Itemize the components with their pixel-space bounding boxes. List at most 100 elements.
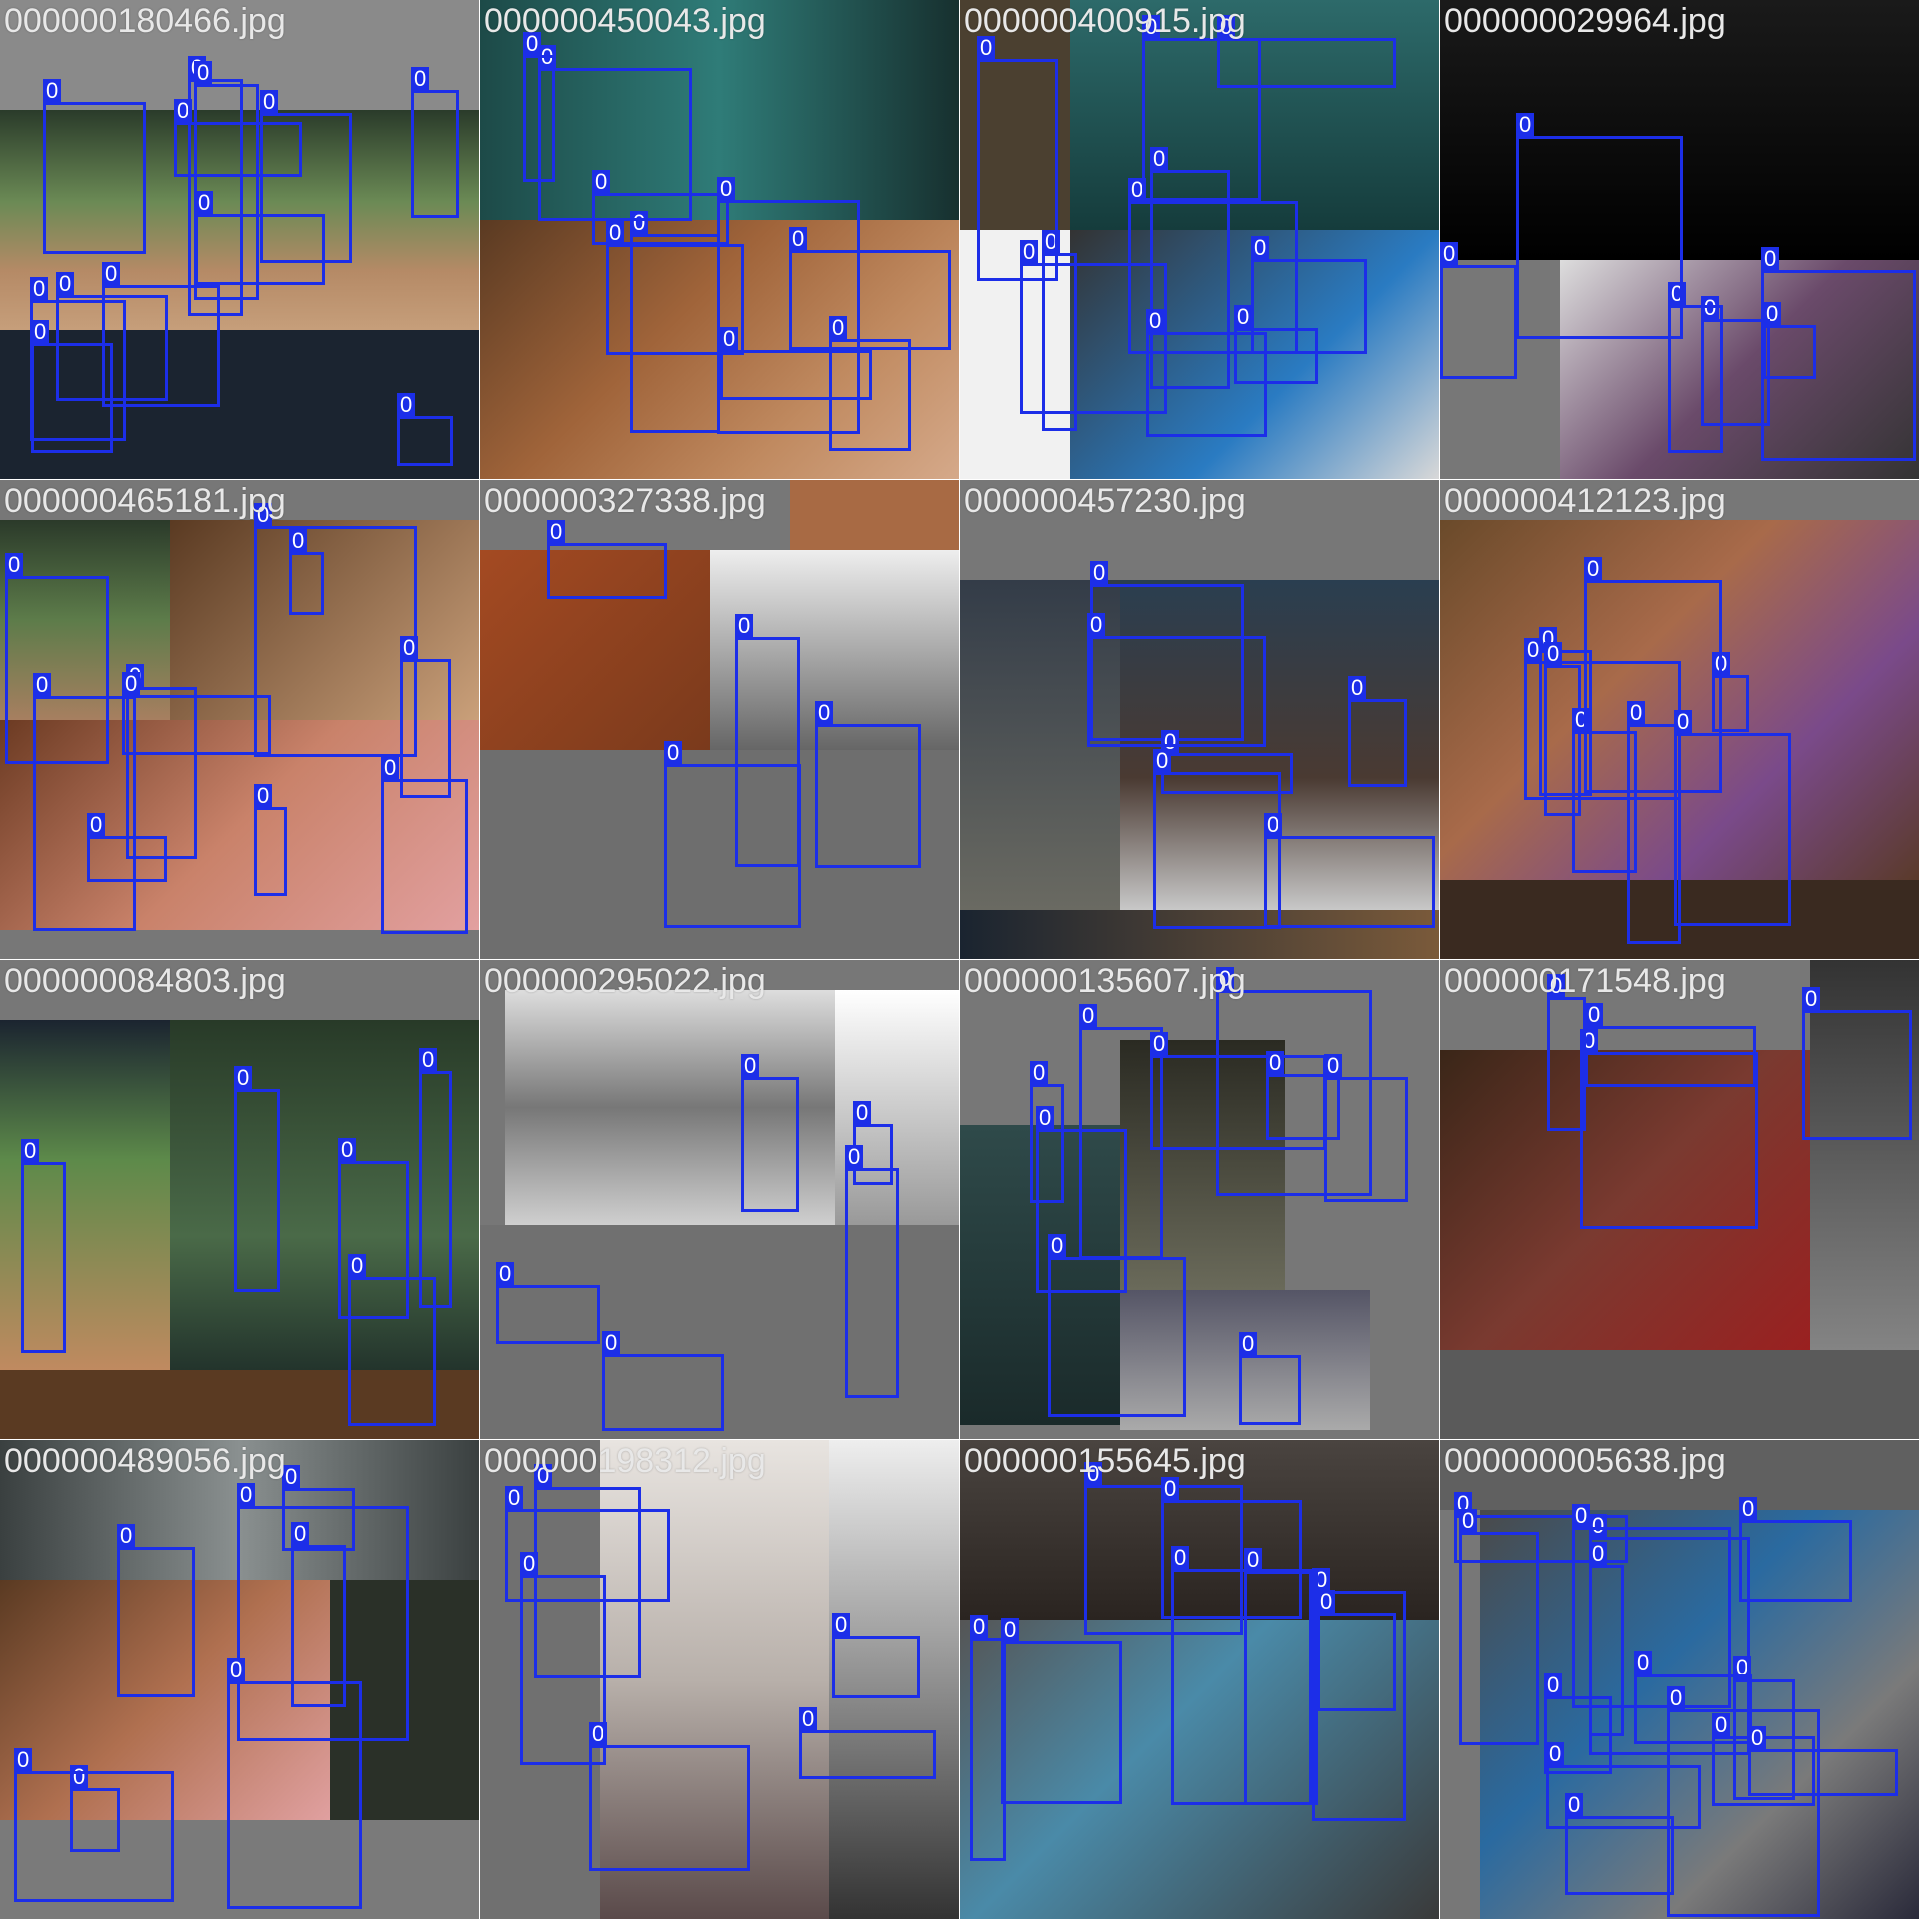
detection-box: 0 (1264, 813, 1435, 928)
detection-box: 0 (31, 320, 113, 453)
detection-box: 0 (1030, 1061, 1064, 1203)
tile-filename: 000000465181.jpg (4, 482, 286, 520)
tile-filename: 000000084803.jpg (4, 962, 286, 1000)
detection-box: 0 (735, 614, 800, 867)
image-region (480, 1225, 959, 1439)
class-label: 0 (194, 61, 213, 85)
detection-box: 0 (1153, 749, 1281, 929)
detection-box: 0 (289, 529, 324, 615)
class-label: 0 (829, 316, 848, 340)
detection-box: 0 (720, 327, 872, 400)
class-label: 0 (254, 784, 273, 808)
class-label: 0 (1161, 1477, 1180, 1501)
class-label: 0 (1087, 613, 1106, 637)
detection-box: 0 (1150, 147, 1230, 389)
detection-box: 0 (1239, 1332, 1301, 1425)
image-region (960, 1620, 1439, 1919)
detection-box: 0 (520, 1552, 606, 1765)
class-label: 0 (592, 170, 611, 194)
class-label: 0 (1030, 1061, 1049, 1085)
class-label: 0 (1802, 987, 1821, 1011)
detection-box: 0 (254, 784, 287, 896)
detection-box: 0 (1459, 1509, 1539, 1745)
class-label: 0 (1589, 1542, 1608, 1566)
class-label: 0 (1565, 1793, 1584, 1817)
image-region (0, 1370, 479, 1439)
detection-box: 0 (1020, 240, 1167, 414)
detection-box: 0 (1546, 1742, 1701, 1829)
detection-box: 0 (1079, 1004, 1163, 1259)
mosaic-tile: 000000295022.jpg 0 0 0 0 0 (480, 960, 959, 1439)
class-label: 0 (1217, 15, 1236, 39)
mosaic-tile: 000000084803.jpg 0 0 0 0 0 (0, 960, 479, 1439)
detection-box: 0 (1244, 1548, 1318, 1805)
detection-box: 0 (174, 99, 302, 177)
class-label: 0 (1266, 1051, 1285, 1075)
mosaic-tile: 000000450043.jpg 0 0 0 0 0 0 0 0 0 (480, 0, 959, 479)
detection-box: 0 (1547, 974, 1586, 1131)
class-label: 0 (1150, 147, 1169, 171)
class-label: 0 (21, 1139, 40, 1163)
detection-box: 0 (234, 1066, 280, 1292)
tile-filename: 000000327338.jpg (484, 482, 766, 520)
class-label: 0 (1020, 240, 1039, 264)
image-region (1440, 260, 1560, 479)
image-region (480, 550, 710, 750)
image-region (0, 1580, 330, 1820)
class-label: 0 (1547, 974, 1566, 998)
detection-box: 0 (523, 32, 555, 182)
detection-box: 0 (291, 1522, 346, 1707)
class-label: 0 (1142, 15, 1161, 39)
detection-box: 0 (5, 553, 109, 764)
detection-box: 0 (1572, 1504, 1731, 1708)
class-label: 0 (260, 90, 279, 114)
detection-box: 0 (1585, 1003, 1756, 1087)
detection-box: 0 (419, 1048, 452, 1308)
detection-box: 0 (1516, 113, 1683, 339)
detection-box: 0 (589, 1722, 750, 1871)
image-region (1560, 260, 1919, 479)
class-label: 0 (547, 520, 566, 544)
class-label: 0 (799, 1707, 818, 1731)
class-label: 0 (411, 67, 430, 91)
detection-box: 0 (845, 1145, 899, 1398)
image-region (505, 990, 835, 1225)
class-label: 0 (1634, 1651, 1653, 1675)
detection-box: 0 (1317, 1590, 1396, 1711)
detection-box: 0 (1266, 1051, 1340, 1140)
detection-box: 0 (87, 813, 167, 882)
mosaic-tile: 000000171548.jpg 0 0 0 0 (1440, 960, 1919, 1439)
detection-box: 0 (397, 393, 453, 466)
detection-box: 0 (117, 1524, 195, 1697)
class-label: 0 (1084, 1462, 1103, 1486)
class-label: 0 (117, 1524, 136, 1548)
class-label: 0 (1524, 638, 1543, 662)
class-label: 0 (1516, 113, 1535, 137)
class-label: 0 (1348, 676, 1367, 700)
class-label: 0 (606, 221, 625, 245)
detection-box: 0 (1748, 1726, 1898, 1796)
detection-box: 0 (1739, 1497, 1852, 1602)
tile-filename: 000000171548.jpg (1444, 962, 1726, 1000)
class-label: 0 (195, 191, 214, 215)
detection-box: 0 (1171, 1546, 1312, 1805)
detection-box: 0 (282, 1465, 355, 1551)
detection-box: 0 (1001, 1618, 1122, 1804)
class-label: 0 (1324, 1054, 1343, 1078)
class-label: 0 (602, 1331, 621, 1355)
image-region (480, 1440, 600, 1919)
detection-box: 0 (1565, 1793, 1674, 1895)
class-label: 0 (1667, 1686, 1686, 1710)
detection-box: 0 (606, 221, 744, 355)
class-label: 0 (56, 272, 75, 296)
tile-filename: 000000457230.jpg (964, 482, 1246, 520)
class-label: 0 (14, 1748, 33, 1772)
image-region (960, 1440, 1439, 1620)
class-label: 0 (1146, 309, 1165, 333)
image-region (170, 1020, 479, 1380)
class-label: 0 (505, 1486, 524, 1510)
detection-box: 0 (1589, 1542, 1624, 1736)
